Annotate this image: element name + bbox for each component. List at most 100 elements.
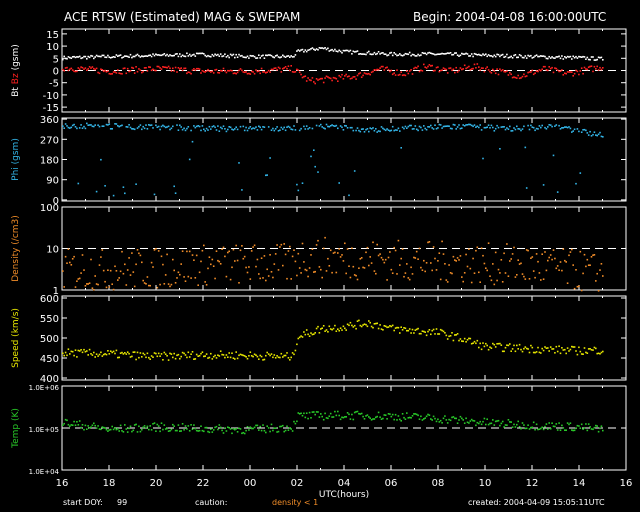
data-point bbox=[102, 54, 105, 57]
data-point bbox=[239, 353, 242, 356]
data-point bbox=[369, 321, 371, 324]
data-point bbox=[266, 174, 268, 176]
data-point bbox=[222, 55, 225, 57]
data-point bbox=[311, 248, 314, 250]
data-point bbox=[463, 422, 466, 424]
data-point bbox=[287, 55, 290, 57]
data-point bbox=[331, 271, 333, 274]
data-point bbox=[258, 54, 260, 56]
data-point bbox=[530, 257, 532, 259]
data-point bbox=[466, 339, 469, 341]
data-point bbox=[386, 326, 388, 329]
data-point bbox=[63, 127, 65, 129]
data-point bbox=[310, 417, 312, 419]
data-point bbox=[434, 333, 436, 335]
data-point bbox=[552, 249, 555, 251]
data-point bbox=[313, 149, 315, 151]
data-point bbox=[532, 73, 535, 76]
data-point bbox=[276, 244, 278, 246]
data-point bbox=[458, 124, 460, 126]
data-point bbox=[125, 428, 128, 430]
data-point bbox=[580, 353, 583, 355]
data-point bbox=[152, 356, 154, 358]
data-point bbox=[561, 424, 563, 427]
data-point bbox=[566, 55, 569, 58]
data-point bbox=[459, 54, 462, 57]
data-point bbox=[494, 420, 497, 423]
data-point bbox=[599, 131, 601, 134]
data-point bbox=[554, 352, 556, 354]
data-point bbox=[100, 428, 102, 431]
data-point bbox=[353, 51, 356, 53]
data-point bbox=[448, 125, 450, 127]
data-point bbox=[351, 126, 353, 129]
data-point bbox=[119, 424, 122, 427]
data-point bbox=[592, 349, 594, 351]
data-point bbox=[162, 66, 164, 68]
data-point bbox=[573, 429, 576, 432]
data-point bbox=[496, 420, 498, 422]
data-point bbox=[187, 71, 190, 73]
data-point bbox=[396, 129, 398, 131]
data-point bbox=[410, 54, 412, 57]
data-point bbox=[427, 52, 429, 54]
data-point bbox=[469, 68, 472, 71]
data-point bbox=[122, 56, 125, 58]
data-point bbox=[297, 69, 300, 71]
data-point bbox=[337, 328, 339, 330]
data-point bbox=[418, 70, 421, 73]
data-point bbox=[580, 56, 583, 58]
data-point bbox=[600, 425, 603, 427]
data-point bbox=[424, 270, 426, 273]
data-point bbox=[327, 76, 329, 78]
data-point bbox=[482, 342, 484, 344]
data-point bbox=[84, 285, 87, 287]
data-point bbox=[530, 124, 532, 127]
data-point bbox=[480, 247, 483, 249]
data-point bbox=[549, 254, 552, 256]
data-point bbox=[169, 54, 171, 56]
data-point bbox=[434, 417, 436, 420]
data-point bbox=[435, 420, 438, 423]
data-point bbox=[413, 332, 415, 334]
data-point bbox=[369, 73, 371, 76]
data-point bbox=[273, 129, 276, 132]
data-point bbox=[372, 326, 374, 329]
data-point bbox=[452, 416, 455, 418]
data-point bbox=[243, 355, 246, 357]
data-point bbox=[345, 49, 347, 52]
data-point bbox=[548, 66, 550, 68]
data-point bbox=[111, 425, 113, 428]
data-point bbox=[548, 124, 550, 126]
data-point bbox=[576, 128, 579, 130]
data-point bbox=[218, 355, 221, 357]
data-point bbox=[107, 350, 109, 352]
data-point bbox=[534, 428, 536, 431]
data-point bbox=[87, 68, 89, 70]
y-tick-label-mag: 10 bbox=[46, 42, 59, 53]
data-point bbox=[188, 158, 191, 161]
data-point bbox=[513, 54, 515, 57]
data-point bbox=[191, 428, 194, 430]
data-point bbox=[511, 130, 514, 132]
data-point bbox=[311, 77, 314, 79]
data-point bbox=[510, 421, 512, 423]
data-point bbox=[568, 56, 570, 58]
data-point bbox=[205, 55, 208, 58]
data-point bbox=[208, 256, 211, 258]
data-point bbox=[293, 71, 295, 73]
data-point bbox=[580, 131, 583, 133]
data-point bbox=[221, 248, 223, 250]
data-point bbox=[259, 126, 261, 129]
data-point bbox=[169, 430, 171, 432]
data-point bbox=[437, 127, 439, 129]
data-point bbox=[346, 323, 349, 326]
data-point bbox=[434, 124, 436, 126]
data-point bbox=[219, 426, 222, 429]
data-point bbox=[74, 286, 77, 288]
data-point bbox=[200, 72, 202, 74]
data-point bbox=[308, 48, 311, 51]
data-point bbox=[513, 127, 515, 129]
data-point bbox=[524, 75, 527, 78]
data-point bbox=[314, 82, 316, 85]
